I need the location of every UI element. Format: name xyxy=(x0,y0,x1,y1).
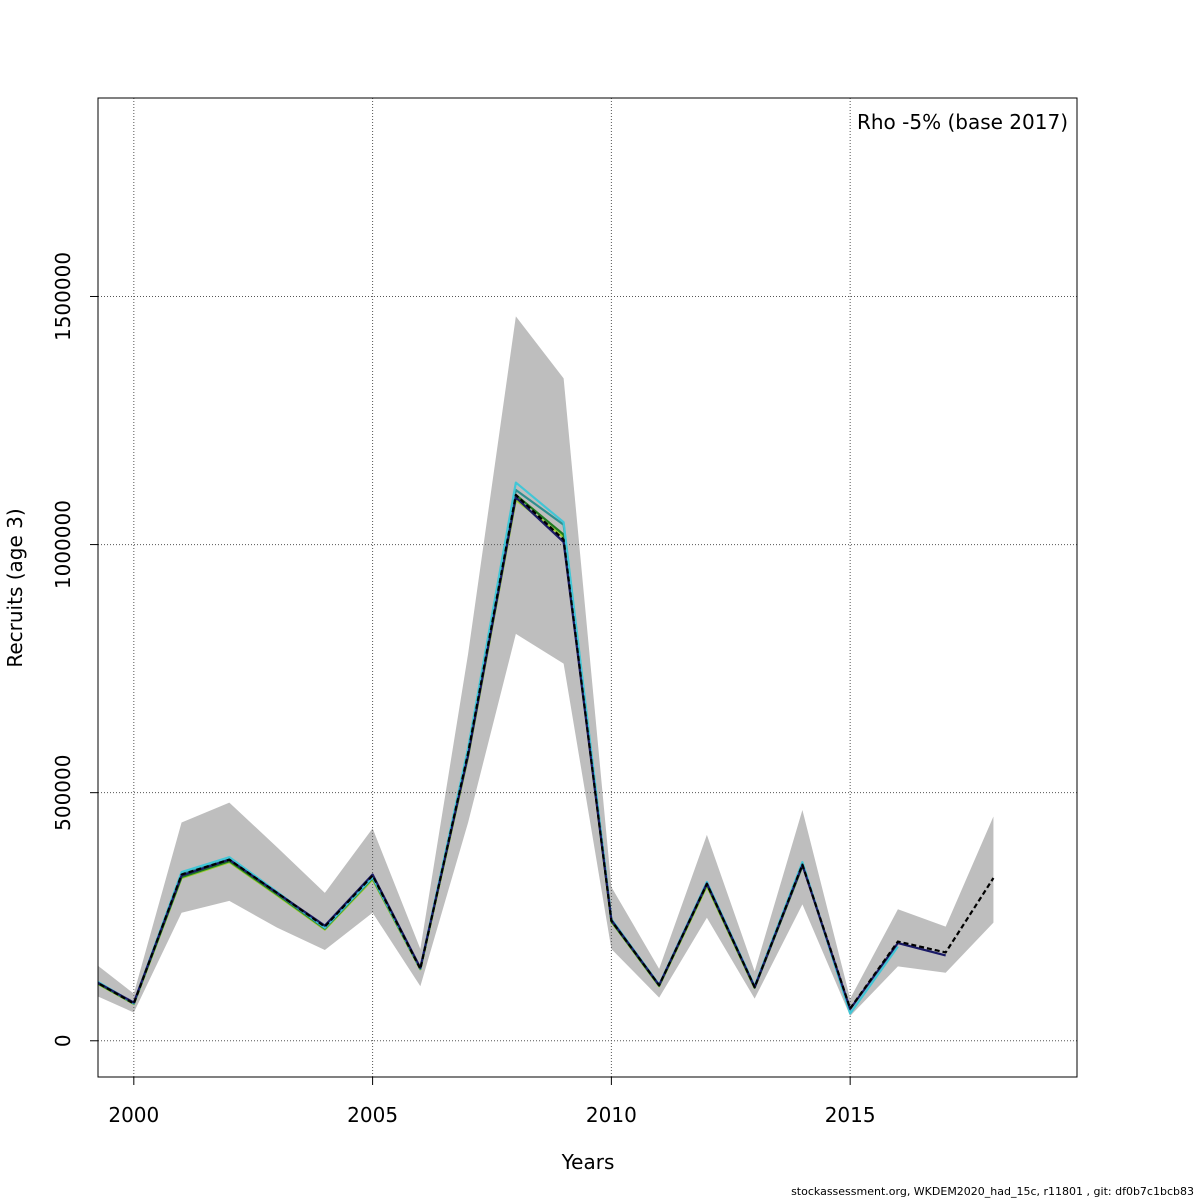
y-tick-label: 1500000 xyxy=(51,252,75,341)
x-tick-label: 2000 xyxy=(108,1103,159,1127)
series-line xyxy=(98,498,756,1006)
x-tick-label: 2010 xyxy=(586,1103,637,1127)
confidence-band xyxy=(98,316,994,1016)
plot-frame xyxy=(97,97,1078,1078)
y-tick-label: 0 xyxy=(51,1034,75,1047)
y-tick-label: 1000000 xyxy=(51,500,75,589)
x-axis-title: Years xyxy=(561,1150,615,1174)
x-tick-label: 2015 xyxy=(825,1103,876,1127)
y-tick-label: 500000 xyxy=(51,754,75,830)
confidence-band-layer xyxy=(98,316,994,1016)
grid-layer xyxy=(98,98,1077,1077)
y-axis-title: Recruits (age 3) xyxy=(3,508,27,667)
footer-credit: stockassessment.org, WKDEM2020_had_15c, … xyxy=(791,1185,1194,1198)
axis-layer: 2000 2005 2010 2015 0 500000 1000000 1500000 xyxy=(51,252,876,1127)
chart-annotation: Rho -5% (base 2017) xyxy=(857,110,1068,134)
series-layer xyxy=(98,481,995,1015)
series-line xyxy=(98,493,995,1010)
x-tick-label: 2005 xyxy=(347,1103,398,1127)
